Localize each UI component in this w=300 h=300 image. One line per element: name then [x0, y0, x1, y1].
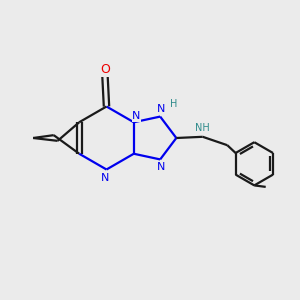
Text: N: N [157, 104, 166, 114]
Text: N: N [157, 162, 166, 172]
Text: NH: NH [195, 123, 209, 133]
Text: N: N [101, 173, 109, 183]
Text: O: O [100, 63, 110, 76]
Text: H: H [170, 99, 177, 109]
Text: N: N [132, 111, 141, 121]
